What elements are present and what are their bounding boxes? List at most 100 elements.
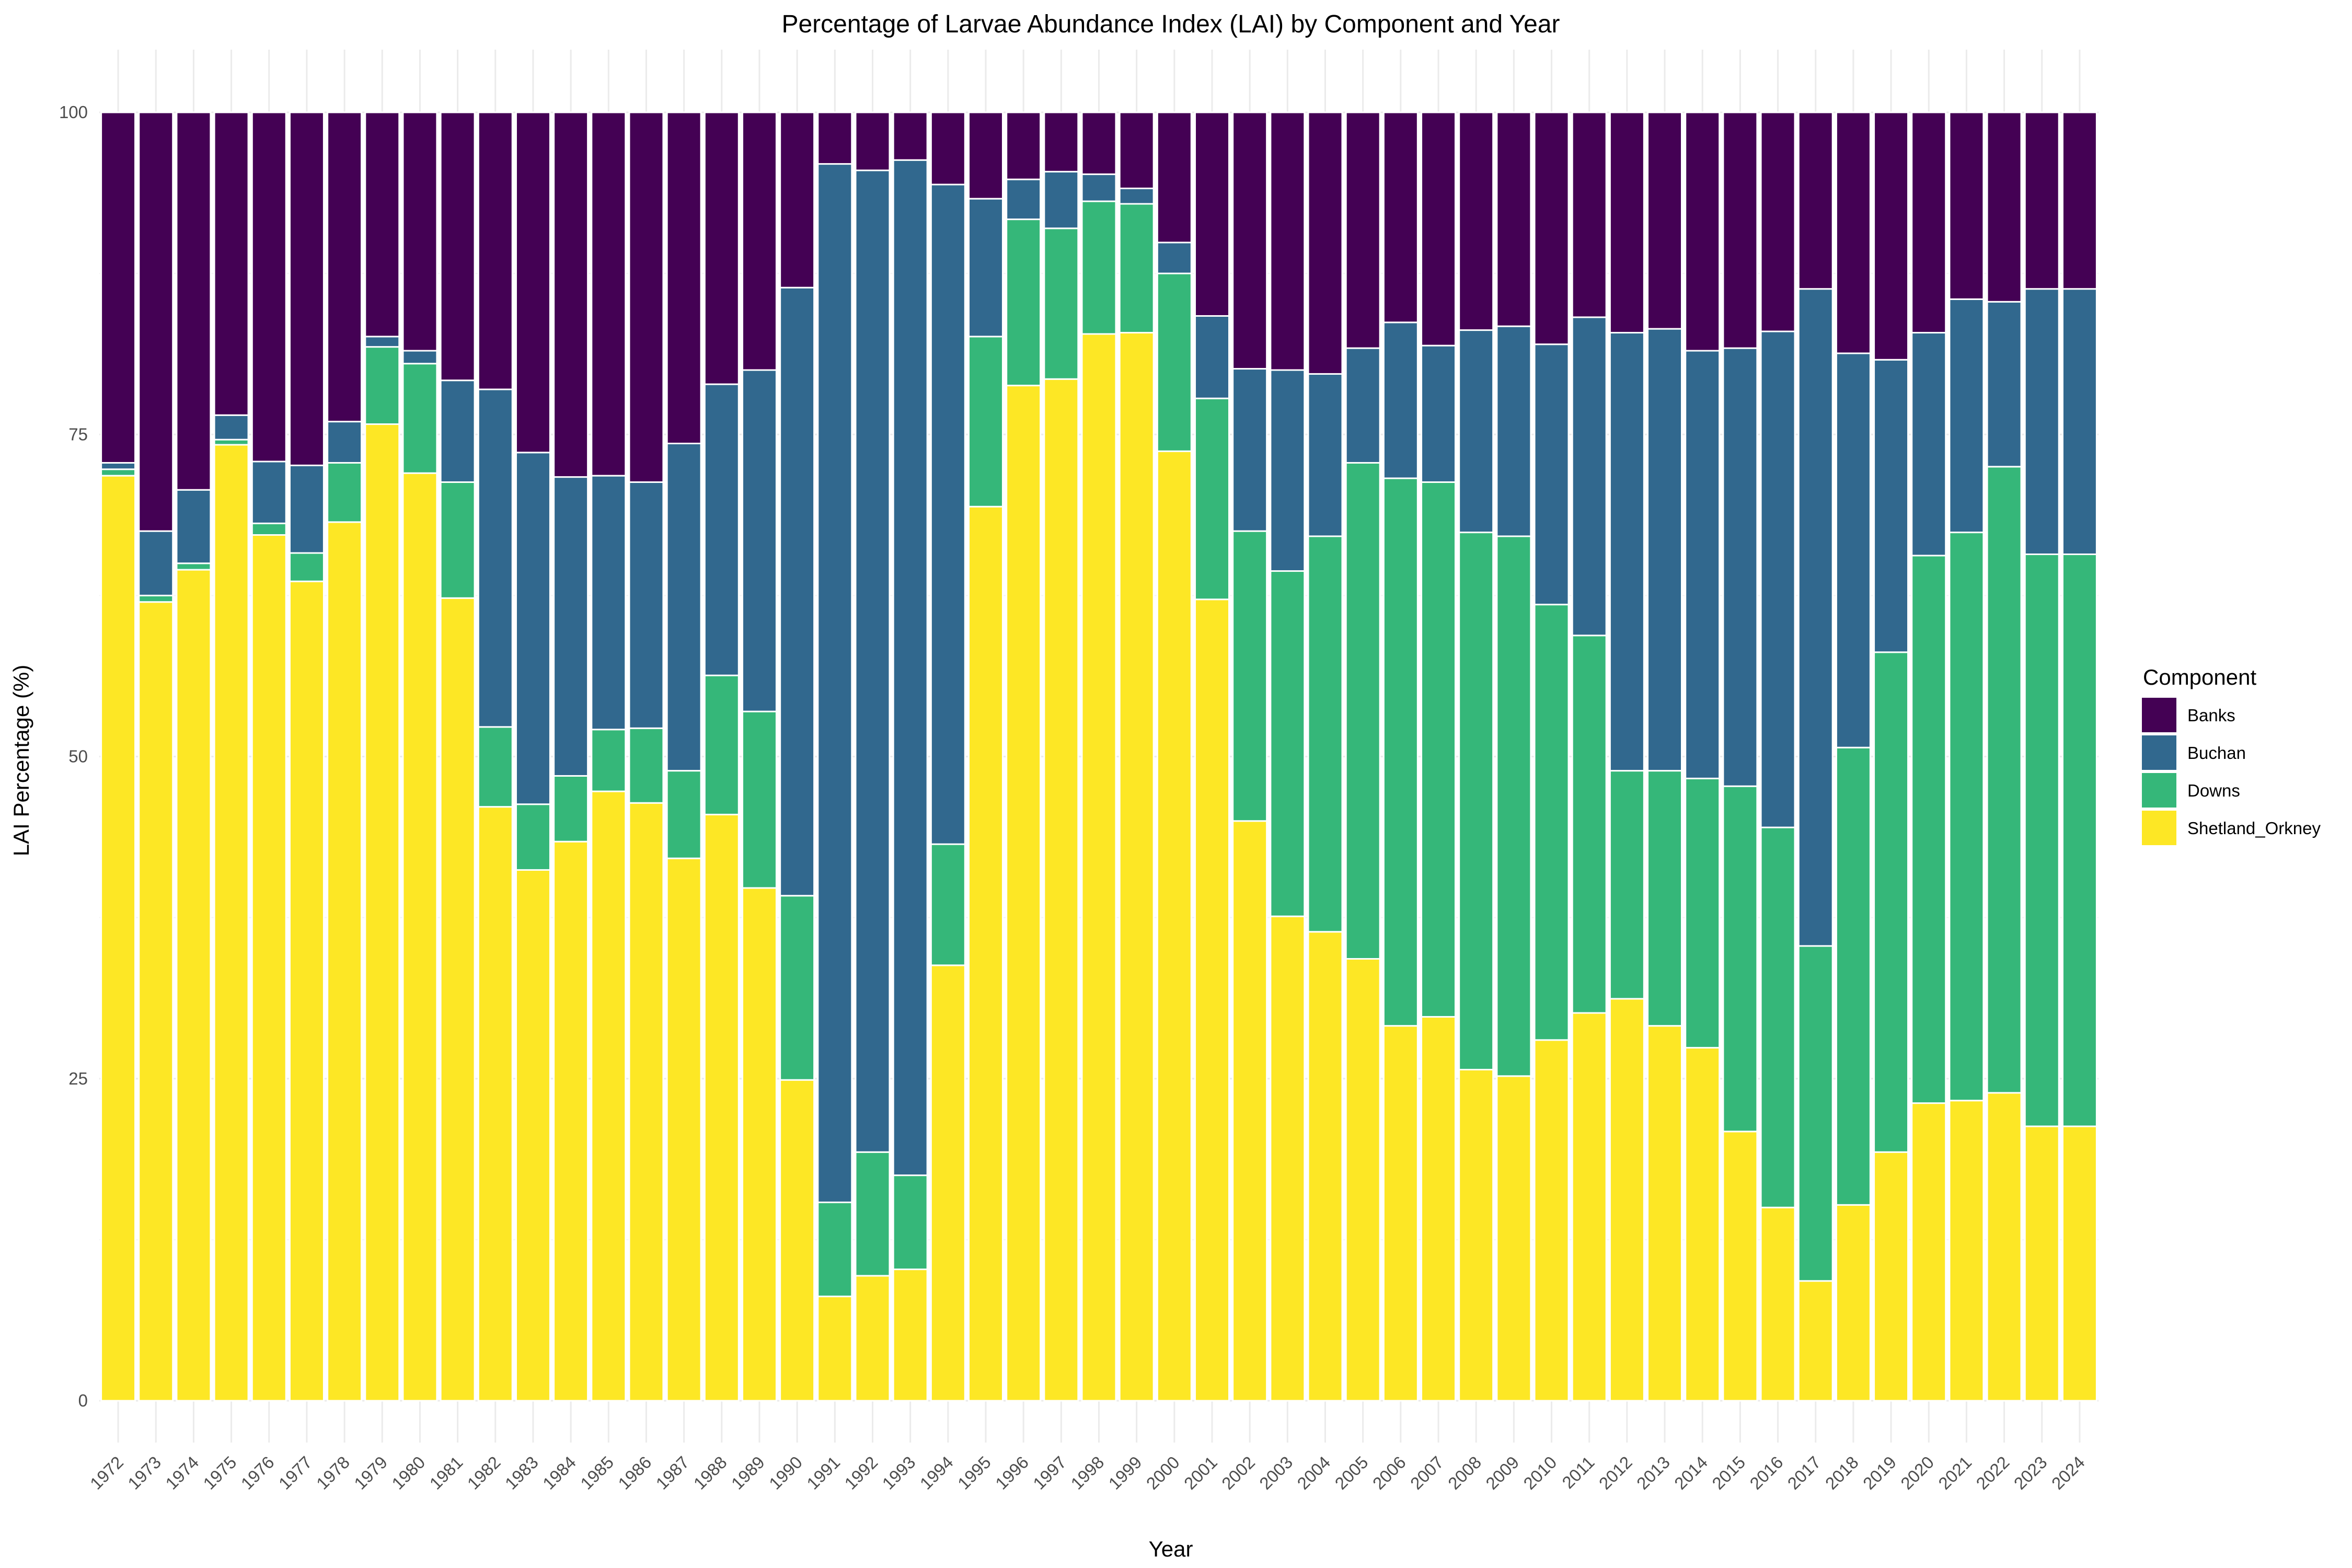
bar-segment-buchan — [1382, 321, 1419, 479]
bar-segment-buchan — [779, 286, 815, 897]
bar-segment-shetland-orkney — [1006, 385, 1042, 1402]
bar-segment-buchan — [1760, 330, 1796, 828]
bar-segment-banks — [1534, 111, 1570, 345]
bar-segment-downs — [666, 770, 702, 859]
bar-segment-downs — [1081, 200, 1117, 335]
bar-segment-shetland-orkney — [1571, 1012, 1607, 1402]
bar-segment-downs — [1496, 535, 1532, 1077]
bar-segment-banks — [1307, 111, 1343, 375]
bar-segment-downs — [1986, 466, 2022, 1094]
bar-segment-downs — [779, 895, 815, 1081]
bar-segment-downs — [515, 803, 551, 871]
bar-segment-shetland-orkney — [1949, 1100, 1985, 1402]
bar-segment-banks — [817, 111, 853, 165]
y-tick-labels: 0 25 50 75 100 — [59, 102, 88, 1410]
bar-segment-downs — [1534, 604, 1570, 1041]
bar-segment-downs — [930, 843, 966, 966]
bar-segment-banks — [1685, 111, 1721, 352]
bar-segment-banks — [1496, 111, 1532, 327]
bar-segment-buchan — [1496, 325, 1532, 537]
bar-segment-banks — [1609, 111, 1645, 334]
bar-segment-buchan — [213, 414, 249, 441]
bar-segment-downs — [2061, 553, 2097, 1127]
bar-segment-downs — [402, 363, 438, 474]
bar-segment-shetland-orkney — [1156, 450, 1192, 1402]
bar-segment-downs — [1458, 532, 1494, 1070]
bar-segment-banks — [628, 111, 664, 483]
bar-segment-shetland-orkney — [1986, 1092, 2022, 1402]
bar-segment-downs — [1760, 826, 1796, 1208]
bar-segment-shetland-orkney — [1232, 820, 1268, 1402]
bar-segment-buchan — [440, 379, 476, 483]
bar-segment-buchan — [1797, 288, 1834, 947]
bar-segment-shetland-orkney — [477, 806, 513, 1402]
bar-stacks — [100, 111, 2097, 1402]
bar-segment-downs — [1797, 945, 1834, 1282]
bar-segment-banks — [1873, 111, 1909, 361]
bar-segment-buchan — [1873, 359, 1909, 653]
legend-swatch-downs — [2142, 773, 2176, 808]
bar-segment-banks — [704, 111, 740, 385]
y-tick-label: 25 — [68, 1069, 88, 1088]
bar-segment-shetland-orkney — [1797, 1280, 1834, 1402]
bar-segment-downs — [2024, 553, 2060, 1127]
bar-segment-buchan — [1911, 332, 1947, 557]
bar-segment-shetland-orkney — [1722, 1131, 1758, 1402]
bar-segment-shetland-orkney — [1119, 332, 1155, 1402]
bar-segment-shetland-orkney — [251, 534, 287, 1402]
bar-segment-shetland-orkney — [2024, 1125, 2060, 1402]
bar-segment-buchan — [968, 198, 1004, 338]
bar-segment-buchan — [2061, 288, 2097, 555]
bar-segment-buchan — [138, 530, 174, 596]
bar-segment-banks — [213, 111, 249, 416]
bar-segment-downs — [1609, 770, 1645, 1000]
bar-segment-downs — [1835, 746, 1871, 1206]
bar-segment-buchan — [1043, 170, 1079, 229]
bar-segment-shetland-orkney — [591, 790, 627, 1402]
legend-label: Shetland_Orkney — [2187, 818, 2321, 838]
bar-segment-banks — [855, 111, 891, 171]
bar-segment-shetland-orkney — [402, 472, 438, 1402]
bar-segment-banks — [1043, 111, 1079, 172]
bar-segment-banks — [1232, 111, 1268, 370]
bar-segment-banks — [1006, 111, 1042, 180]
bar-segment-banks — [289, 111, 325, 466]
bar-segment-downs — [364, 346, 400, 425]
bar-segment-shetland-orkney — [855, 1275, 891, 1402]
bar-segment-buchan — [1421, 344, 1457, 483]
bar-segment-buchan — [553, 476, 589, 777]
bar-segment-banks — [1270, 111, 1306, 371]
bar-segment-shetland-orkney — [1760, 1206, 1796, 1402]
bar-segment-downs — [1307, 535, 1343, 933]
bar-segment-buchan — [817, 163, 853, 1203]
bar-segment-downs — [1911, 555, 1947, 1104]
y-tick-label: 50 — [68, 747, 88, 766]
bar-segment-shetland-orkney — [1421, 1016, 1457, 1402]
bar-segment-downs — [741, 710, 777, 889]
bar-segment-shetland-orkney — [1609, 998, 1645, 1402]
bar-segment-downs — [1873, 651, 1909, 1153]
x-axis-title: Year — [1149, 1537, 1193, 1561]
bar-segment-buchan — [628, 481, 664, 729]
bar-segment-downs — [628, 727, 664, 804]
bar-segment-buchan — [855, 169, 891, 1153]
legend-label: Downs — [2187, 781, 2240, 800]
bar-segment-banks — [402, 111, 438, 352]
bar-segment-shetland-orkney — [666, 857, 702, 1402]
bar-segment-downs — [1722, 785, 1758, 1133]
bar-segment-banks — [666, 111, 702, 445]
bar-segment-buchan — [289, 464, 325, 554]
bar-segment-banks — [2061, 111, 2097, 290]
bar-segment-buchan — [591, 475, 627, 731]
bar-segment-banks — [779, 111, 815, 289]
bar-segment-shetland-orkney — [1647, 1025, 1683, 1402]
bar-segment-banks — [100, 111, 136, 464]
bar-segment-banks — [1081, 111, 1117, 175]
bar-segment-downs — [817, 1201, 853, 1297]
bar-segment-banks — [1458, 111, 1494, 331]
bar-segment-banks — [553, 111, 589, 478]
legend-label: Buchan — [2187, 743, 2246, 763]
bar-segment-downs — [968, 336, 1004, 508]
bar-segment-shetland-orkney — [100, 475, 136, 1402]
